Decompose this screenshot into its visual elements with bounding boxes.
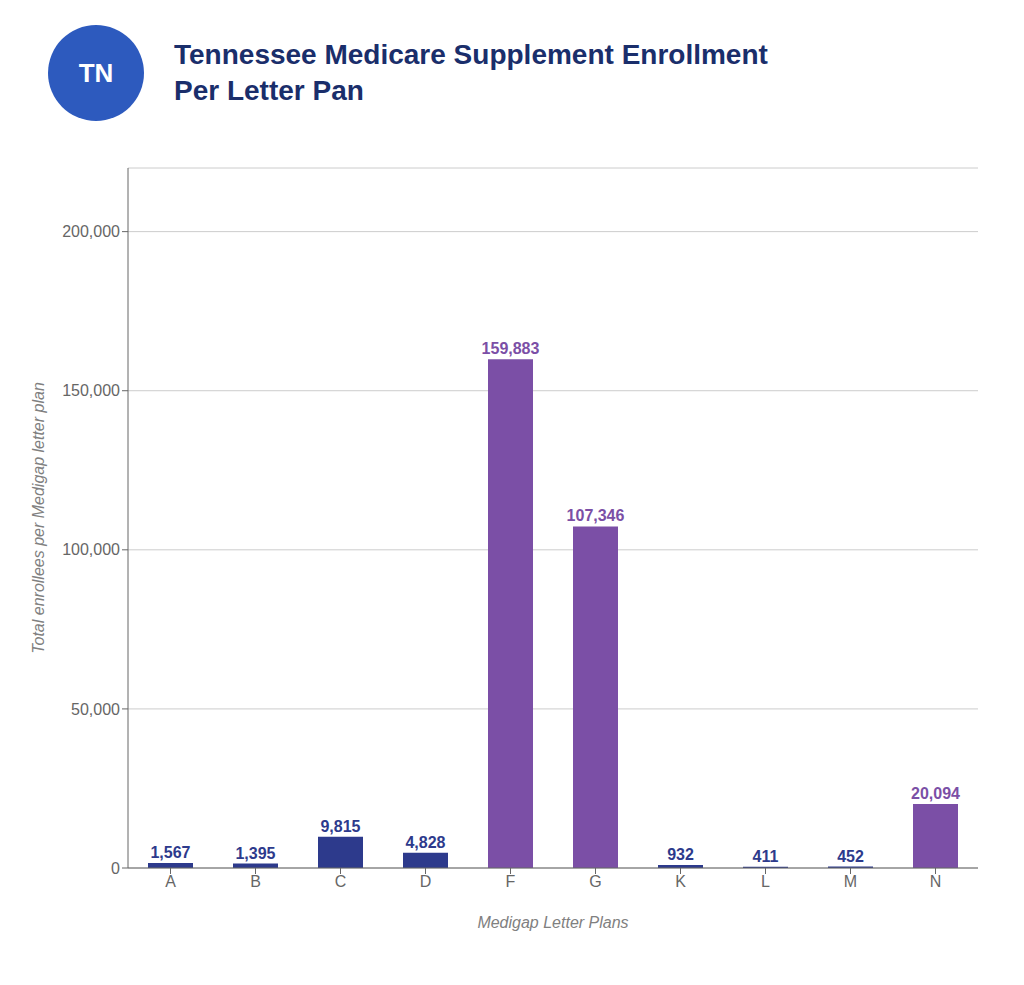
html-text:Tennessee Medicare Supplement: Tennessee Medicare Supplement Enrollment [174,38,768,70]
svg-text:107,346: 107,346 [567,507,625,524]
svg-text:F: F [506,873,516,890]
svg-text:G: G [589,873,601,890]
svg-text:1,567: 1,567 [150,844,190,861]
svg-text:159,883: 159,883 [482,340,540,357]
svg-text:4,828: 4,828 [405,834,445,851]
svg-text:C: C [335,873,347,890]
svg-text:50,000: 50,000 [71,701,120,718]
svg-text:452: 452 [837,848,864,865]
svg-text:100,000: 100,000 [62,541,120,558]
svg-text:200,000: 200,000 [62,223,120,240]
svg-text:Medigap Letter Plans: Medigap Letter Plans [477,914,628,931]
svg-text:Total enrollees per Medigap le: Total enrollees per Medigap letter plan [30,382,47,654]
svg-text:L: L [761,873,770,890]
svg-text:150,000: 150,000 [62,382,120,399]
svg-text:A: A [165,873,176,890]
svg-text:1,395: 1,395 [235,845,275,862]
svg-text:B: B [250,873,261,890]
svg-text:20,094: 20,094 [911,785,960,802]
svg-text:9,815: 9,815 [320,818,360,835]
svg-text:M: M [844,873,857,890]
svg-text:932: 932 [667,846,694,863]
html-text:Per Letter Pan: Per Letter Pan [174,75,364,106]
svg-text:411: 411 [753,848,779,865]
svg-text:N: N [930,873,942,890]
svg-text:0: 0 [111,860,120,877]
svg-text:D: D [420,873,432,890]
svg-text:K: K [675,873,686,890]
html-text:TN: TN [78,57,114,88]
